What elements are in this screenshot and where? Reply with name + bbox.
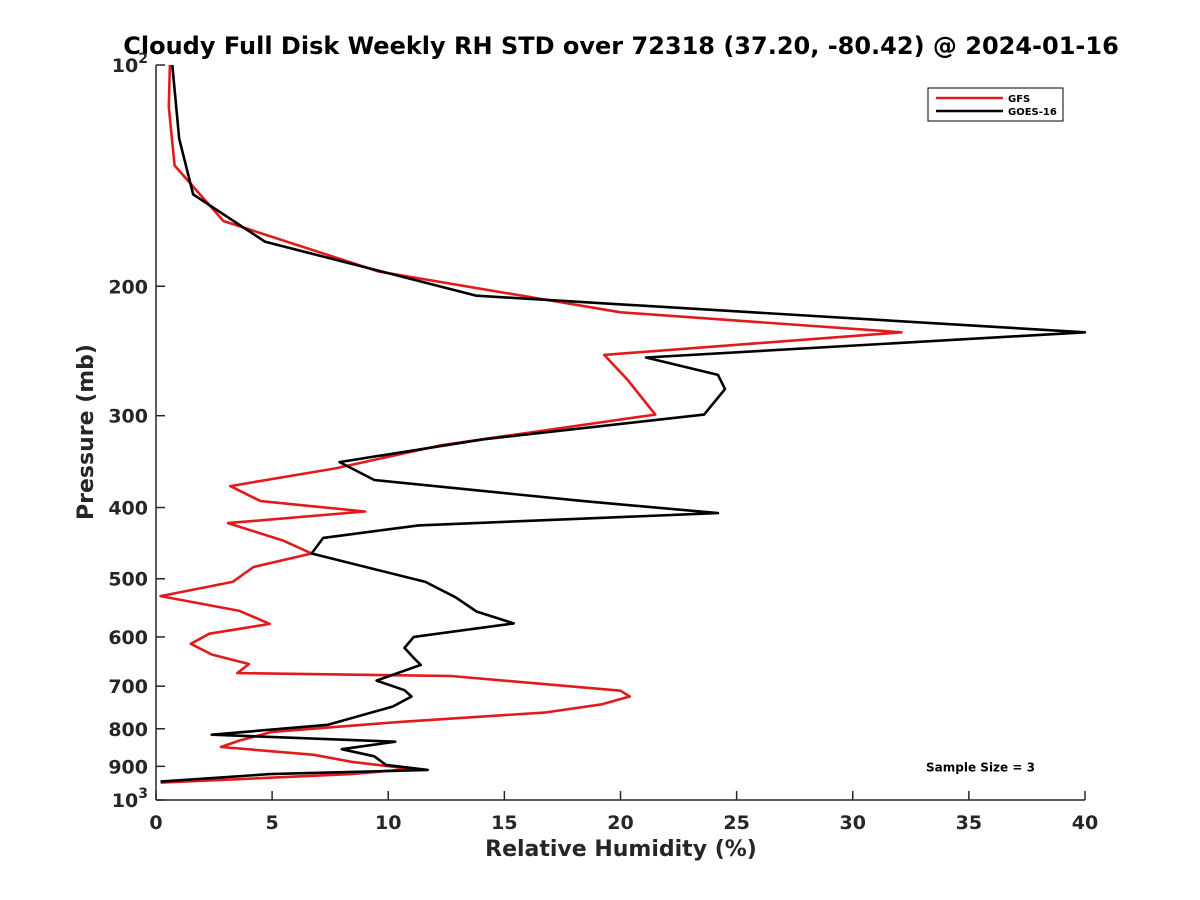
y-tick-label-1: 200: [108, 276, 148, 298]
y-tick-label-4: 500: [108, 569, 148, 591]
y-tick-label-5: 600: [108, 627, 148, 649]
x-ticks: 0 5 10 15 20 25 30 35 40: [149, 791, 1098, 834]
y-tick-label-6: 700: [108, 676, 148, 698]
x-tick-label-3: 15: [491, 812, 517, 834]
y-tick-label-9: 103: [112, 786, 148, 812]
x-tick-label-4: 20: [607, 812, 633, 834]
y-tick-label-2: 300: [108, 406, 148, 428]
y-ticks: 102 200 300 400 500 600 700 800 900 103: [108, 51, 165, 812]
x-tick-label-5: 25: [723, 812, 749, 834]
legend-gfs-label: GFS: [1008, 94, 1030, 105]
y-tick-label-0: 102: [112, 51, 148, 77]
chart-title: Cloudy Full Disk Weekly RH STD over 7231…: [123, 32, 1119, 60]
x-tick-label-6: 30: [840, 812, 866, 834]
series-line-gfs: [159, 64, 903, 784]
x-tick-label-8: 40: [1072, 812, 1098, 834]
x-tick-label-0: 0: [149, 812, 162, 834]
sample-size-annotation: Sample Size = 3: [926, 760, 1035, 774]
series-line-goes-16: [160, 64, 1087, 783]
legend-goes16-label: GOES-16: [1008, 107, 1057, 118]
x-tick-label-1: 5: [266, 812, 279, 834]
plot-area: 0 5 10 15 20 25 30 35 40 102 200 300 400 500 600 700 80…: [108, 51, 1098, 834]
series-lines: [159, 64, 1087, 784]
x-axis-label: Relative Humidity (%): [485, 837, 757, 862]
y-tick-label-3: 400: [108, 498, 148, 520]
y-tick-label-8: 900: [108, 756, 148, 778]
x-tick-label-7: 35: [956, 812, 982, 834]
y-tick-label-7: 800: [108, 719, 148, 741]
x-tick-label-2: 10: [375, 812, 401, 834]
legend: GFS GOES-16: [927, 87, 1064, 122]
legend-box: [927, 87, 1064, 122]
y-axis-label: Pressure (mb): [74, 344, 99, 520]
